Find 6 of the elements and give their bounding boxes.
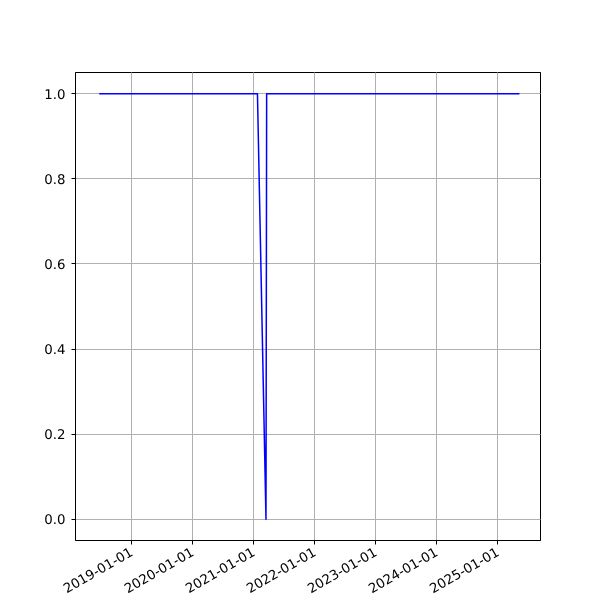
- y-tick-label: 0.8: [44, 172, 66, 188]
- y-tick-label: 0.6: [44, 258, 66, 273]
- y-tick-label: 0.0: [44, 513, 66, 528]
- y-tick-label: 1.0: [44, 88, 66, 103]
- y-tick-label: 0.4: [44, 343, 66, 358]
- y-tick-label: 0.2: [44, 428, 66, 444]
